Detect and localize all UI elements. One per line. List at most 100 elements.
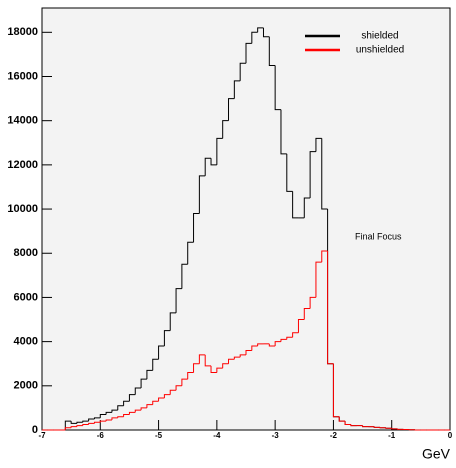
histogram-bin (303, 197, 311, 218)
histogram-bin (123, 400, 130, 406)
histogram-bin (76, 425, 83, 427)
y-tick-label: 6000 (14, 291, 38, 303)
y-tick-label: 10000 (7, 203, 38, 215)
histogram-bin (286, 153, 293, 192)
histogram-bin (105, 419, 112, 422)
histogram-bin (268, 343, 276, 347)
plot-frame (41, 7, 451, 431)
histogram-bin (344, 421, 351, 425)
histogram-bin (251, 31, 258, 44)
y-tick-label: 8000 (14, 247, 38, 259)
histogram-bin (280, 109, 287, 155)
histogram-bin (373, 426, 381, 428)
histogram-bin (210, 158, 217, 166)
histogram-bin (181, 263, 188, 289)
y-tick-label: 4000 (14, 336, 38, 348)
histogram-bin (280, 338, 287, 342)
histogram-bin (204, 354, 212, 367)
x-axis-label: GeV (422, 446, 451, 462)
x-tick-label: -1 (388, 431, 396, 440)
histogram-bin (152, 400, 159, 405)
histogram-bin (158, 345, 165, 360)
histogram-bin (292, 191, 299, 219)
histogram-bin (175, 385, 182, 391)
legend-label: unshielded (356, 45, 404, 56)
histogram-bin (228, 358, 235, 364)
x-tick-label: -4 (213, 431, 221, 440)
histogram-bin (163, 394, 171, 398)
histogram-bin (111, 409, 118, 413)
y-tick-label: 14000 (7, 115, 38, 127)
histogram-bin (321, 250, 328, 263)
histogram-bin (193, 212, 200, 243)
histogram-bin (146, 369, 153, 380)
x-tick-label: -5 (155, 431, 163, 440)
histogram-bin (222, 120, 229, 139)
histogram-bin (181, 378, 188, 386)
histogram-bin (204, 157, 212, 176)
histogram-bin (64, 427, 72, 430)
histogram-bin (303, 307, 311, 320)
histogram-bin (309, 151, 316, 199)
histogram-bin (309, 296, 316, 309)
y-tick-label: 12000 (7, 159, 38, 171)
histogram-bin (146, 404, 153, 408)
histogram-bin (140, 407, 147, 411)
histogram-bin (193, 363, 200, 373)
legend-label: shielded (361, 31, 398, 42)
histogram-bin (233, 80, 241, 99)
histogram-bin (315, 261, 322, 298)
histogram-bin (134, 387, 142, 395)
histogram-bin (70, 426, 77, 428)
y-tick-label: 2000 (14, 380, 38, 392)
histogram-bin (216, 137, 223, 165)
y-tick-label: 0 (32, 424, 38, 436)
histogram-bin (297, 319, 305, 333)
histogram-bin (70, 421, 77, 424)
histogram-bin (64, 420, 72, 430)
histogram-bin (257, 343, 264, 347)
histogram-bin (216, 367, 223, 373)
histogram-bin (228, 98, 235, 121)
histogram-bin (169, 389, 177, 395)
histogram-bin (327, 251, 334, 365)
histogram-bin (239, 354, 246, 358)
histogram-bin (105, 411, 112, 415)
histogram-bin (286, 336, 293, 340)
histogram-bin (128, 394, 136, 402)
x-tick-label: -3 (272, 431, 280, 440)
histogram-bin (233, 356, 241, 360)
histogram-bin (210, 365, 217, 374)
histogram-bin (82, 420, 89, 423)
histogram-bin (350, 424, 357, 427)
histogram-bin (169, 312, 177, 331)
histogram-bin (111, 417, 118, 421)
histogram-bin (152, 358, 159, 371)
histogram-bin (99, 420, 107, 423)
histogram-bin (117, 416, 124, 418)
y-tick-label: 16000 (7, 70, 38, 82)
histogram-bin (274, 341, 281, 347)
histogram-bin (82, 423, 89, 426)
histogram-bin (175, 288, 182, 313)
histogram-bin (268, 36, 276, 66)
histogram-bin (198, 175, 206, 214)
histogram-bin (88, 418, 95, 422)
histogram-bin (158, 397, 165, 402)
histogram-bin (362, 425, 369, 428)
histogram-bin (187, 372, 194, 380)
histogram-bin (245, 42, 252, 64)
annotation: Final Focus (355, 231, 402, 241)
x-tick-label: 0 (448, 431, 453, 440)
histogram-bin (93, 421, 101, 424)
histogram-bin (321, 138, 328, 210)
histogram-bin (222, 363, 229, 369)
histogram-bin (140, 378, 147, 389)
histogram-bin (134, 409, 142, 413)
histogram-bin (332, 363, 340, 418)
histogram-bin (262, 27, 270, 38)
histogram-bin (338, 416, 346, 422)
histogram-bin (245, 349, 252, 355)
